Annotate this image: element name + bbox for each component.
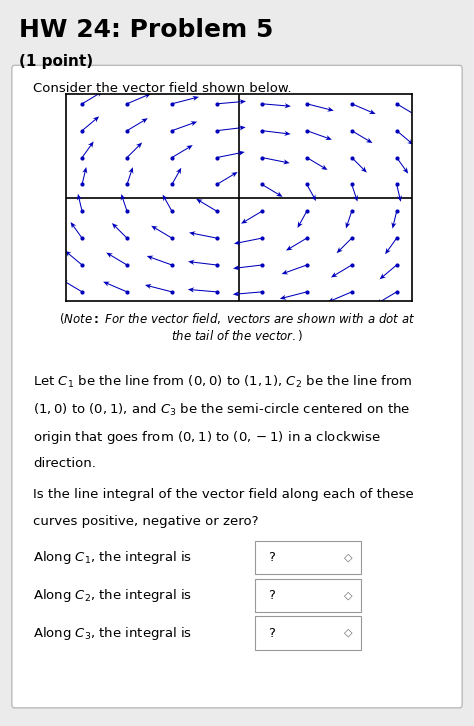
Text: $(1,0)$ to $(0,1)$, and $C_3$ be the semi-circle centered on the: $(1,0)$ to $(0,1)$, and $C_3$ be the sem…: [33, 401, 410, 417]
Text: ?: ?: [268, 551, 275, 564]
FancyBboxPatch shape: [255, 541, 361, 574]
Text: Is the line integral of the vector field along each of these: Is the line integral of the vector field…: [33, 488, 414, 501]
Text: origin that goes from $(0,1)$ to $(0,-1)$ in a clockwise: origin that goes from $(0,1)$ to $(0,-1)…: [33, 429, 381, 446]
Text: ◇: ◇: [344, 590, 353, 600]
Text: ($\mathit{Note}$$\bf{:}$ $\mathit{For\ the\ vector\ field,\ vectors\ are\ shown\: ($\mathit{Note}$$\bf{:}$ $\mathit{For\ t…: [59, 311, 415, 326]
Text: direction.: direction.: [33, 457, 96, 470]
Text: ◇: ◇: [344, 628, 353, 638]
FancyBboxPatch shape: [12, 65, 462, 708]
Text: Along $C_3$, the integral is: Along $C_3$, the integral is: [33, 624, 192, 642]
FancyBboxPatch shape: [255, 579, 361, 612]
Text: Along $C_1$, the integral is: Along $C_1$, the integral is: [33, 549, 192, 566]
Text: HW 24: Problem 5: HW 24: Problem 5: [19, 18, 273, 42]
Text: Consider the vector field shown below.: Consider the vector field shown below.: [33, 82, 292, 95]
Text: (1 point): (1 point): [19, 54, 93, 70]
Text: Let $C_1$ be the line from $(0,0)$ to $(1,1)$, $C_2$ be the line from: Let $C_1$ be the line from $(0,0)$ to $(…: [33, 374, 413, 390]
Text: $\mathit{the\ }$$\bf{\mathit{tail}}$$\mathit{\ of\ the\ vector.)}$: $\mathit{the\ }$$\bf{\mathit{tail}}$$\ma…: [171, 328, 303, 343]
Text: ◇: ◇: [344, 552, 353, 563]
Text: ?: ?: [268, 627, 275, 640]
Text: Along $C_2$, the integral is: Along $C_2$, the integral is: [33, 587, 192, 604]
Text: curves positive, negative or zero?: curves positive, negative or zero?: [33, 515, 259, 529]
FancyBboxPatch shape: [255, 616, 361, 650]
Text: ?: ?: [268, 589, 275, 602]
